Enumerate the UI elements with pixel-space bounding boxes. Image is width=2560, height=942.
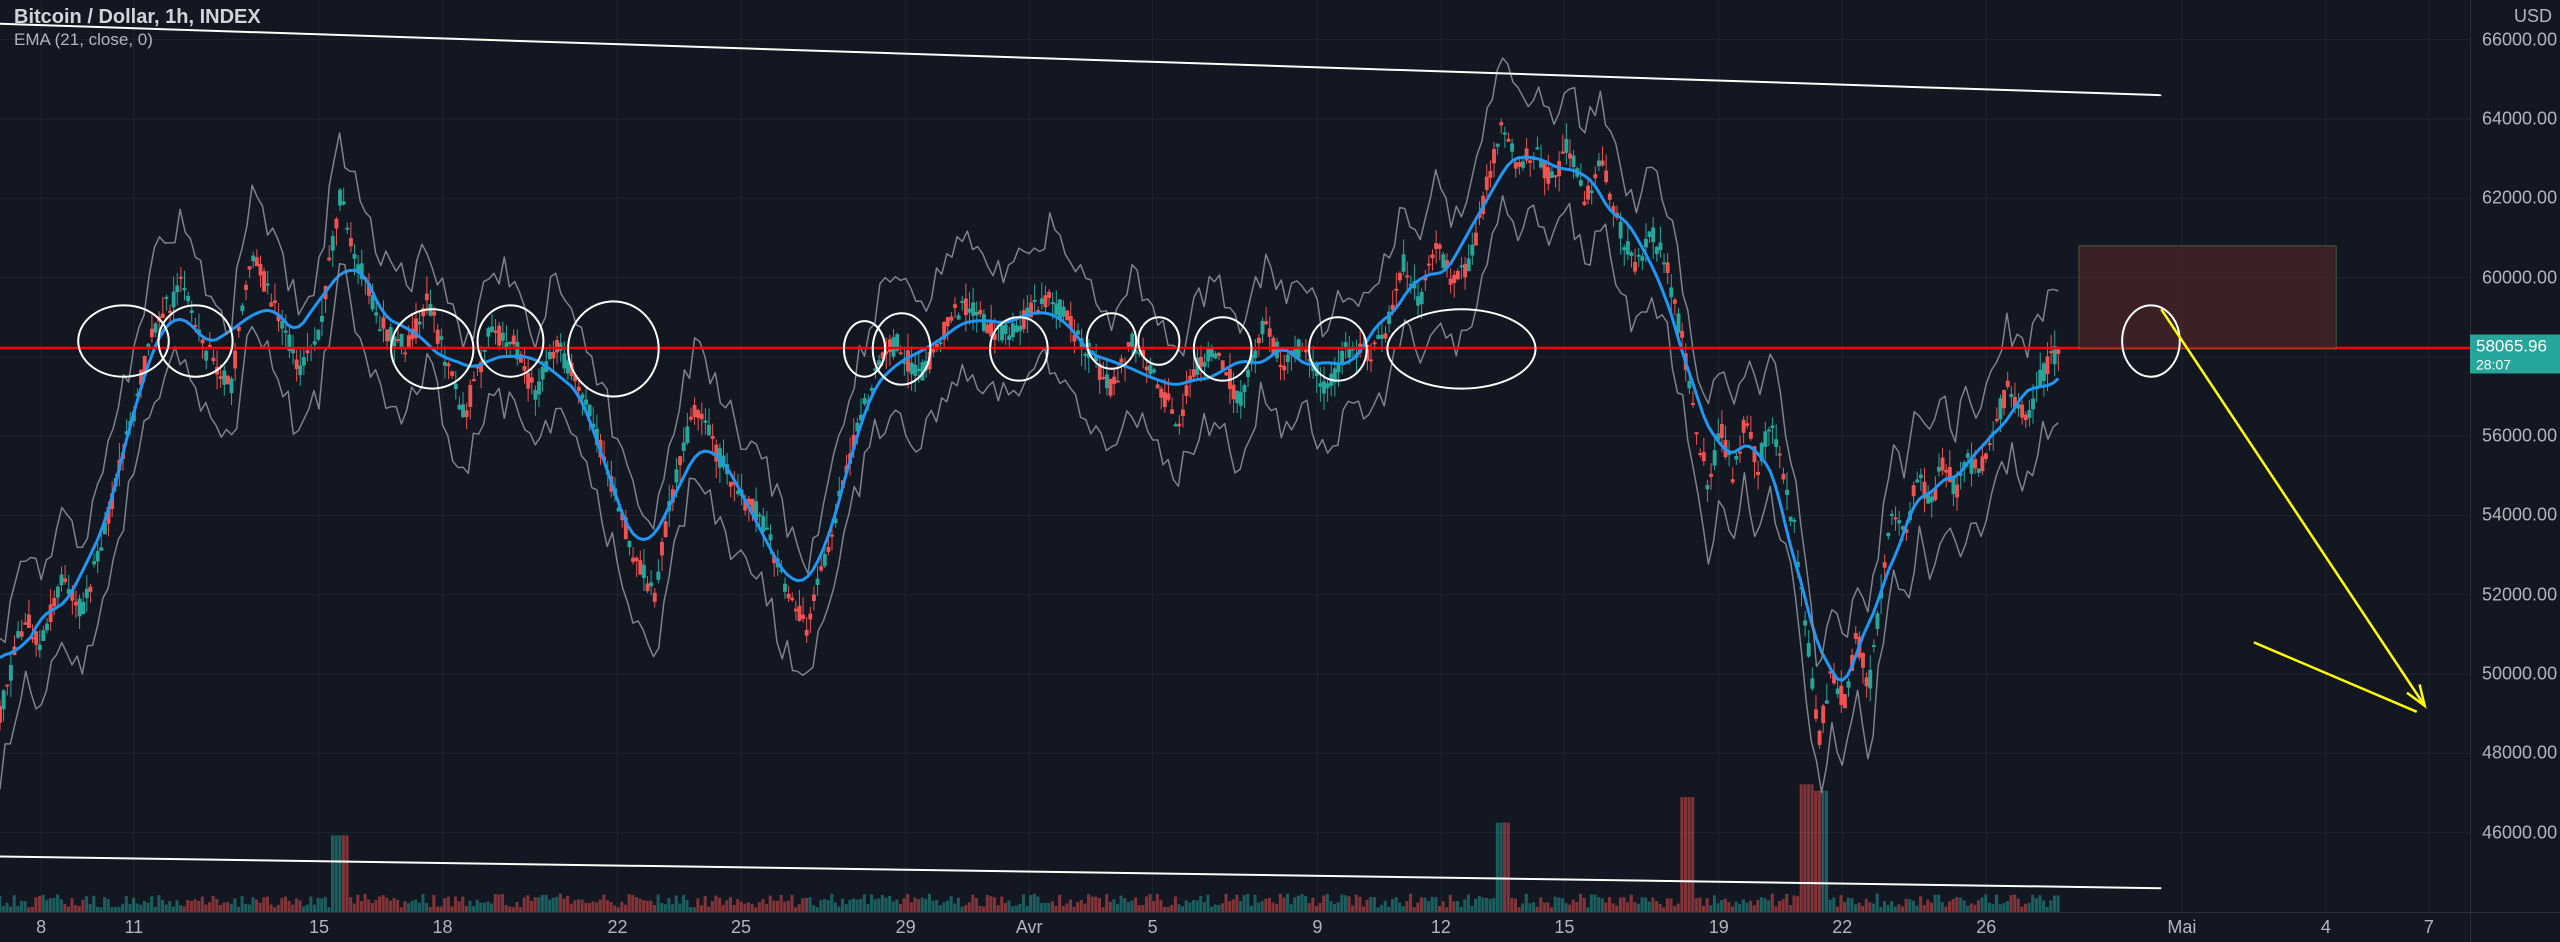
- yaxis-tick: 54000.00: [2474, 505, 2560, 526]
- xaxis-tick: 9: [1312, 917, 1322, 938]
- projection-bounce[interactable]: [2254, 642, 2417, 711]
- axis-unit-label: USD: [2514, 6, 2552, 27]
- yaxis-tick: 52000.00: [2474, 584, 2560, 605]
- xaxis-tick: Mai: [2167, 917, 2196, 938]
- yaxis-tick: 50000.00: [2474, 664, 2560, 685]
- yaxis-tick: 60000.00: [2474, 267, 2560, 288]
- xaxis-tick: 15: [309, 917, 329, 938]
- xaxis-tick: 29: [896, 917, 916, 938]
- volume-bars: [0, 784, 2060, 912]
- xaxis-tick: 18: [433, 917, 453, 938]
- trendline-upper[interactable]: [0, 24, 2161, 95]
- xaxis-tick: 15: [1554, 917, 1574, 938]
- yaxis-tick: 66000.00: [2474, 29, 2560, 50]
- xaxis-tick: 25: [731, 917, 751, 938]
- trendline-lower[interactable]: [0, 856, 2161, 888]
- chart-root: Bitcoin / Dollar, 1h, INDEX EMA (21, clo…: [0, 0, 2560, 942]
- xaxis-tick: 8: [36, 917, 46, 938]
- yaxis-tick: 64000.00: [2474, 108, 2560, 129]
- yaxis-tick: 56000.00: [2474, 426, 2560, 447]
- yaxis-tick: 46000.00: [2474, 822, 2560, 843]
- xaxis-tick: 7: [2424, 917, 2434, 938]
- candlesticks: [0, 118, 2060, 748]
- current-price-tag: 58065.9628:07: [2470, 335, 2560, 374]
- chart-plot-area[interactable]: [0, 0, 2470, 912]
- xaxis-tick: 26: [1976, 917, 1996, 938]
- price-axis[interactable]: USD 46000.00 48000.00 50000.00 52000.00 5400…: [2470, 0, 2560, 912]
- axis-corner: [2470, 912, 2560, 942]
- supply-zone[interactable]: [2079, 246, 2336, 349]
- symbol-title: Bitcoin / Dollar, 1h, INDEX: [14, 6, 261, 29]
- xaxis-tick: 22: [1832, 917, 1852, 938]
- xaxis-tick: 5: [1148, 917, 1158, 938]
- xaxis-tick: 11: [124, 917, 143, 938]
- time-axis[interactable]: 8 11 15 18 22 25 29 Avr 5 9 12 15 19 22 26 Mai 4 7: [0, 912, 2470, 942]
- xaxis-tick: Avr: [1016, 917, 1043, 938]
- projection-arrow[interactable]: [2161, 309, 2424, 706]
- indicator-label: EMA (21, close, 0): [14, 30, 153, 50]
- xaxis-tick: 4: [2321, 917, 2331, 938]
- xaxis-tick: 22: [607, 917, 627, 938]
- xaxis-tick: 19: [1709, 917, 1729, 938]
- yaxis-tick: 62000.00: [2474, 188, 2560, 209]
- yaxis-tick: 48000.00: [2474, 743, 2560, 764]
- annotation-circle[interactable]: [78, 305, 169, 376]
- projection-arrowhead: [2407, 684, 2425, 705]
- chart-svg: [0, 0, 2470, 912]
- xaxis-tick: 12: [1431, 917, 1451, 938]
- grid: [0, 0, 2470, 912]
